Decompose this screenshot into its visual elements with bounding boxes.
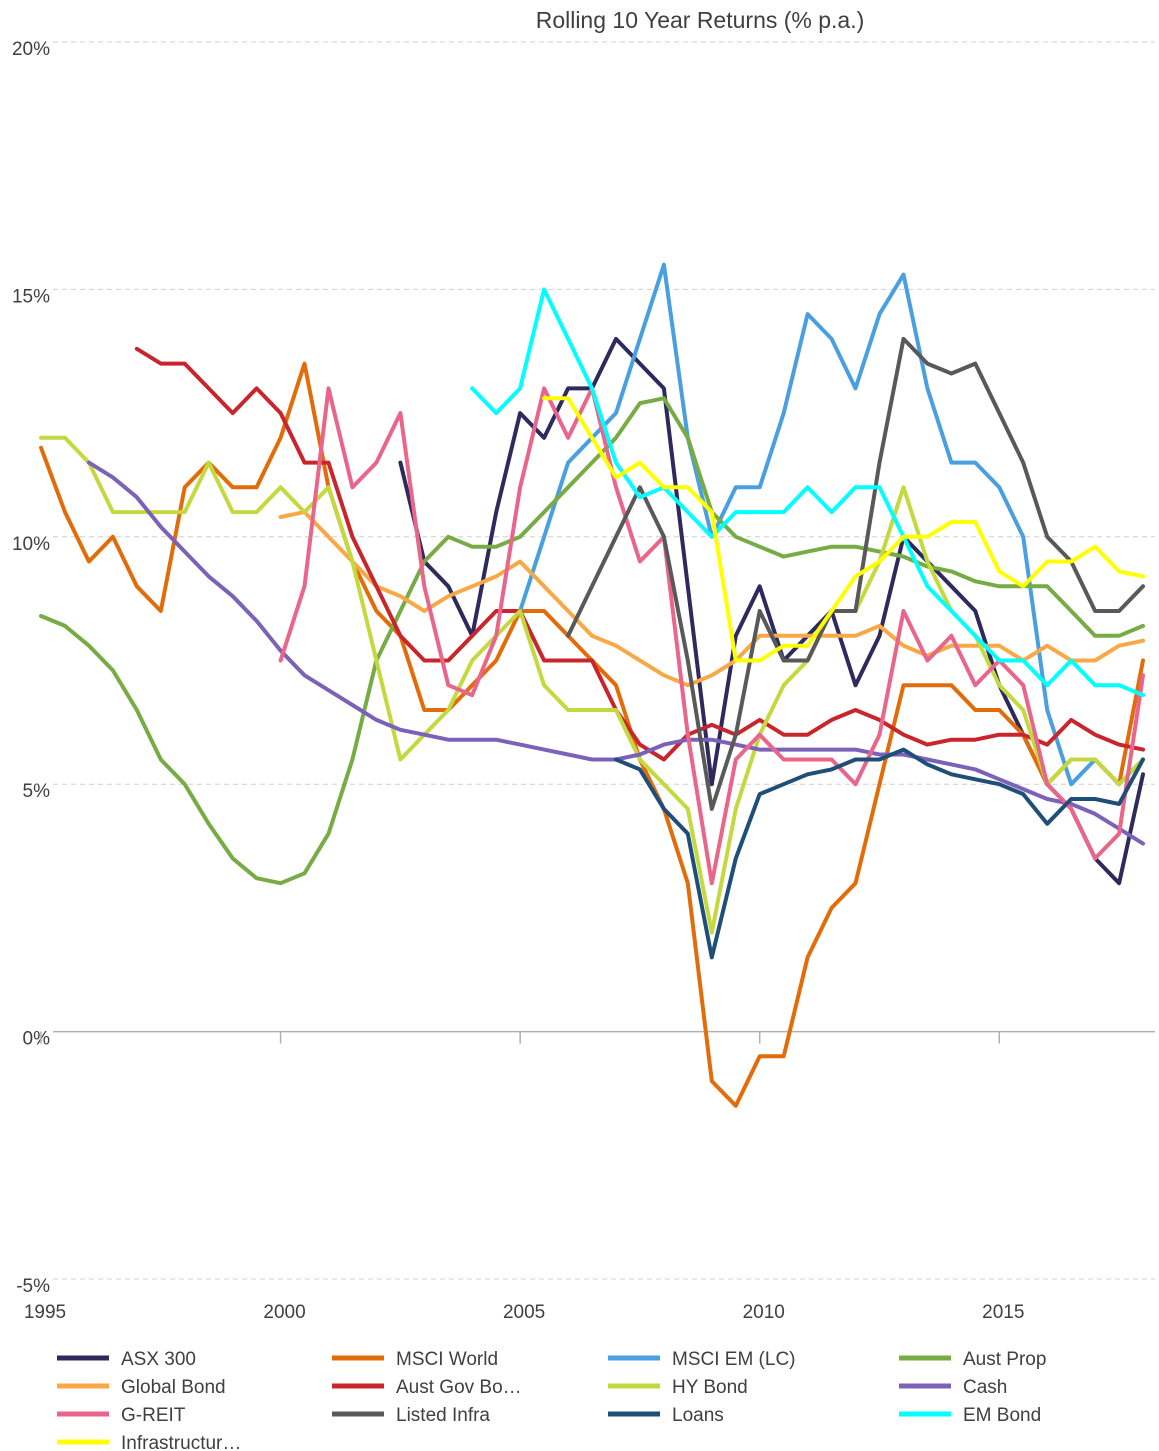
- legend-label: Listed Infra: [396, 1405, 490, 1426]
- y-tick-label: 10%: [12, 534, 50, 555]
- series-line: [278, 510, 1145, 688]
- series-line: [39, 396, 1145, 886]
- y-tick-label: 0%: [23, 1029, 51, 1050]
- legend-label: Cash: [963, 1377, 1007, 1398]
- legend-label: G-REIT: [121, 1405, 186, 1426]
- x-tick-label: 2005: [503, 1302, 545, 1323]
- y-tick-label: 5%: [23, 781, 51, 802]
- series-line: [398, 336, 1145, 886]
- series-line: [134, 346, 1145, 762]
- legend-label: Global Bond: [121, 1377, 226, 1398]
- series-line: [470, 287, 1145, 698]
- x-tick-label: 2010: [743, 1302, 785, 1323]
- legend-label: Aust Gov Bo…: [396, 1377, 522, 1398]
- legend-label: MSCI World: [396, 1349, 498, 1370]
- legend-label: Aust Prop: [963, 1349, 1046, 1370]
- legend-label: MSCI EM (LC): [672, 1349, 796, 1370]
- y-tick-label: -5%: [16, 1276, 50, 1297]
- x-tick-label: 1995: [24, 1302, 66, 1323]
- legend-label: Infrastructur…: [121, 1433, 241, 1451]
- y-tick-label: 15%: [12, 286, 50, 307]
- legend-label: Loans: [672, 1405, 724, 1426]
- x-tick-label: 2000: [263, 1302, 305, 1323]
- chart-title: Rolling 10 Year Returns (% p.a.): [536, 7, 865, 33]
- y-tick-label: 20%: [12, 39, 50, 60]
- series-line: [542, 396, 1145, 663]
- legend-label: ASX 300: [121, 1349, 196, 1370]
- legend-label: HY Bond: [672, 1377, 748, 1398]
- x-tick-label: 2015: [982, 1302, 1024, 1323]
- legend-label: EM Bond: [963, 1405, 1041, 1426]
- series-line: [614, 747, 1145, 960]
- series-line: [39, 361, 1145, 1108]
- series-line: [566, 336, 1145, 811]
